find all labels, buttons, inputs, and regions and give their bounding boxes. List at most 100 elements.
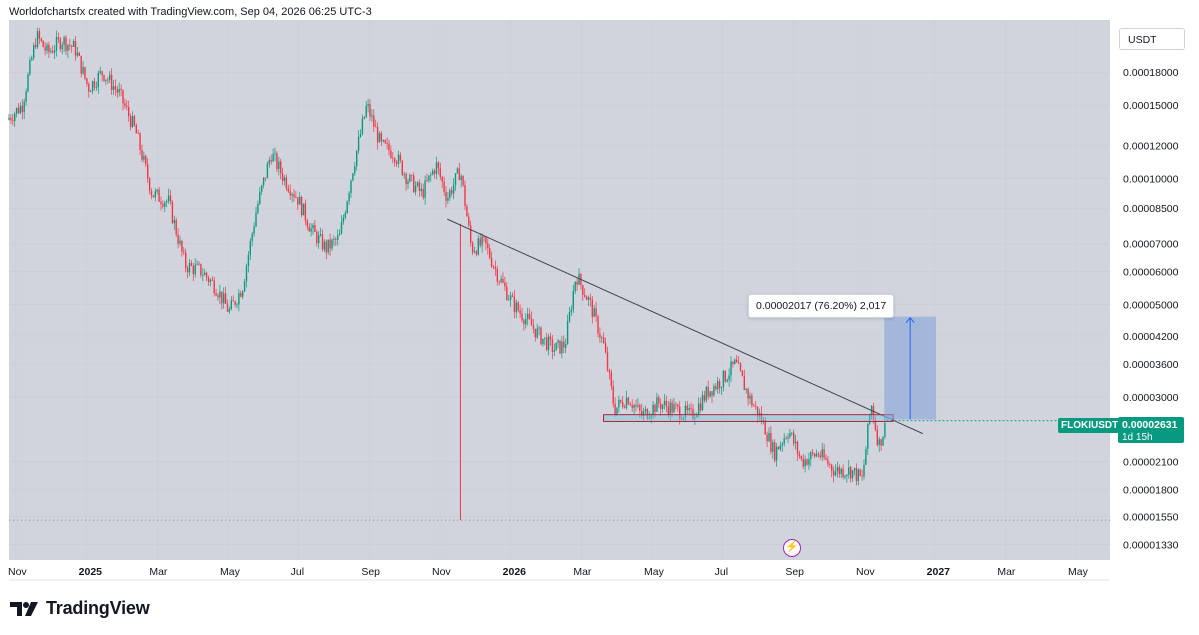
candle-body	[591, 299, 593, 317]
candle	[131, 111, 134, 129]
candle-body	[221, 291, 223, 304]
candle	[329, 233, 331, 256]
candle	[308, 223, 310, 232]
candle	[363, 116, 365, 120]
candle	[156, 188, 158, 195]
candle	[547, 333, 550, 356]
candle-body	[325, 241, 327, 253]
candle-body	[684, 405, 687, 418]
tradingview-logo[interactable]: TradingView	[10, 598, 150, 619]
candle-body	[384, 140, 386, 144]
candle-body	[432, 170, 434, 175]
candle-body	[717, 381, 719, 390]
candle-body	[606, 352, 609, 370]
candle-body	[118, 89, 120, 93]
candle-body	[637, 405, 639, 407]
candle	[395, 159, 398, 168]
candle-body	[768, 432, 770, 442]
candle	[865, 446, 867, 466]
lightning-icon[interactable]: ⚡	[783, 539, 801, 557]
candle-body	[874, 419, 877, 430]
candle	[603, 332, 605, 344]
candle	[200, 263, 202, 278]
candle-body	[487, 243, 489, 248]
candle-body	[245, 265, 248, 282]
candle	[137, 129, 139, 135]
candle-body	[808, 459, 810, 465]
candle-body	[145, 155, 147, 165]
candle	[861, 469, 863, 481]
candle-body	[726, 379, 728, 382]
drawings[interactable]	[446, 218, 1110, 435]
candle	[648, 411, 650, 420]
trendline	[446, 218, 924, 435]
candle	[72, 39, 75, 48]
candle-body	[226, 303, 229, 312]
candle-body	[255, 212, 257, 227]
candle	[878, 436, 880, 452]
candle-body	[236, 304, 238, 306]
time-tick-label: Sep	[361, 566, 380, 578]
candle	[538, 325, 540, 336]
candle	[855, 463, 858, 486]
candle-body	[777, 446, 780, 450]
candle-body	[156, 189, 158, 192]
candle	[196, 260, 198, 266]
candle-body	[827, 459, 829, 465]
candle-body	[665, 400, 668, 407]
candle	[775, 443, 778, 467]
candle	[549, 332, 552, 346]
price-axis[interactable]: 0.00018000 0.00015000 0.00012000 0.00010000…	[1123, 67, 1179, 551]
candle	[74, 36, 77, 61]
candle-body	[262, 177, 265, 186]
candle	[492, 265, 495, 270]
candle-body	[749, 395, 751, 399]
candle-body	[669, 402, 671, 415]
candle	[540, 326, 542, 346]
candle-body	[751, 395, 753, 406]
candle	[718, 378, 721, 394]
candle	[810, 450, 812, 467]
candle-body	[386, 143, 388, 144]
candle-body	[344, 212, 346, 218]
candle	[618, 395, 620, 413]
candle	[390, 145, 392, 160]
time-axis[interactable]: Nov 2025 Mar May Jul Sep Nov 2026 Mar May Jul Sep No…	[8, 566, 1089, 578]
candle	[686, 400, 688, 415]
candle-body	[832, 470, 835, 476]
candle-body	[677, 404, 679, 407]
candle-body	[25, 91, 27, 102]
candle-body	[10, 117, 12, 121]
candle-body	[597, 316, 599, 334]
candle	[369, 99, 371, 121]
candle	[791, 431, 793, 436]
candle-body	[646, 409, 649, 419]
candle-body	[825, 457, 827, 460]
candle-body	[110, 74, 113, 90]
candle-body	[658, 397, 660, 404]
candle-body	[93, 81, 96, 88]
candle	[880, 439, 882, 451]
candle	[536, 323, 538, 339]
candle	[181, 239, 183, 257]
candle	[150, 188, 153, 200]
candle-body	[641, 410, 643, 417]
candle	[430, 171, 432, 182]
candle	[409, 173, 411, 183]
candle-body	[764, 419, 766, 435]
candle	[371, 108, 373, 122]
currency-selector[interactable]: USDT	[1119, 28, 1185, 50]
candle-body	[147, 164, 149, 179]
candle	[276, 151, 278, 172]
candle	[462, 175, 464, 188]
candle-body	[202, 275, 204, 276]
candle-body	[635, 405, 637, 407]
candle-body	[574, 281, 576, 291]
candle	[483, 235, 485, 243]
candle-body	[350, 180, 352, 193]
candle	[63, 35, 65, 52]
candle	[185, 248, 187, 273]
candle-body	[422, 188, 424, 198]
candle-body	[308, 226, 310, 232]
